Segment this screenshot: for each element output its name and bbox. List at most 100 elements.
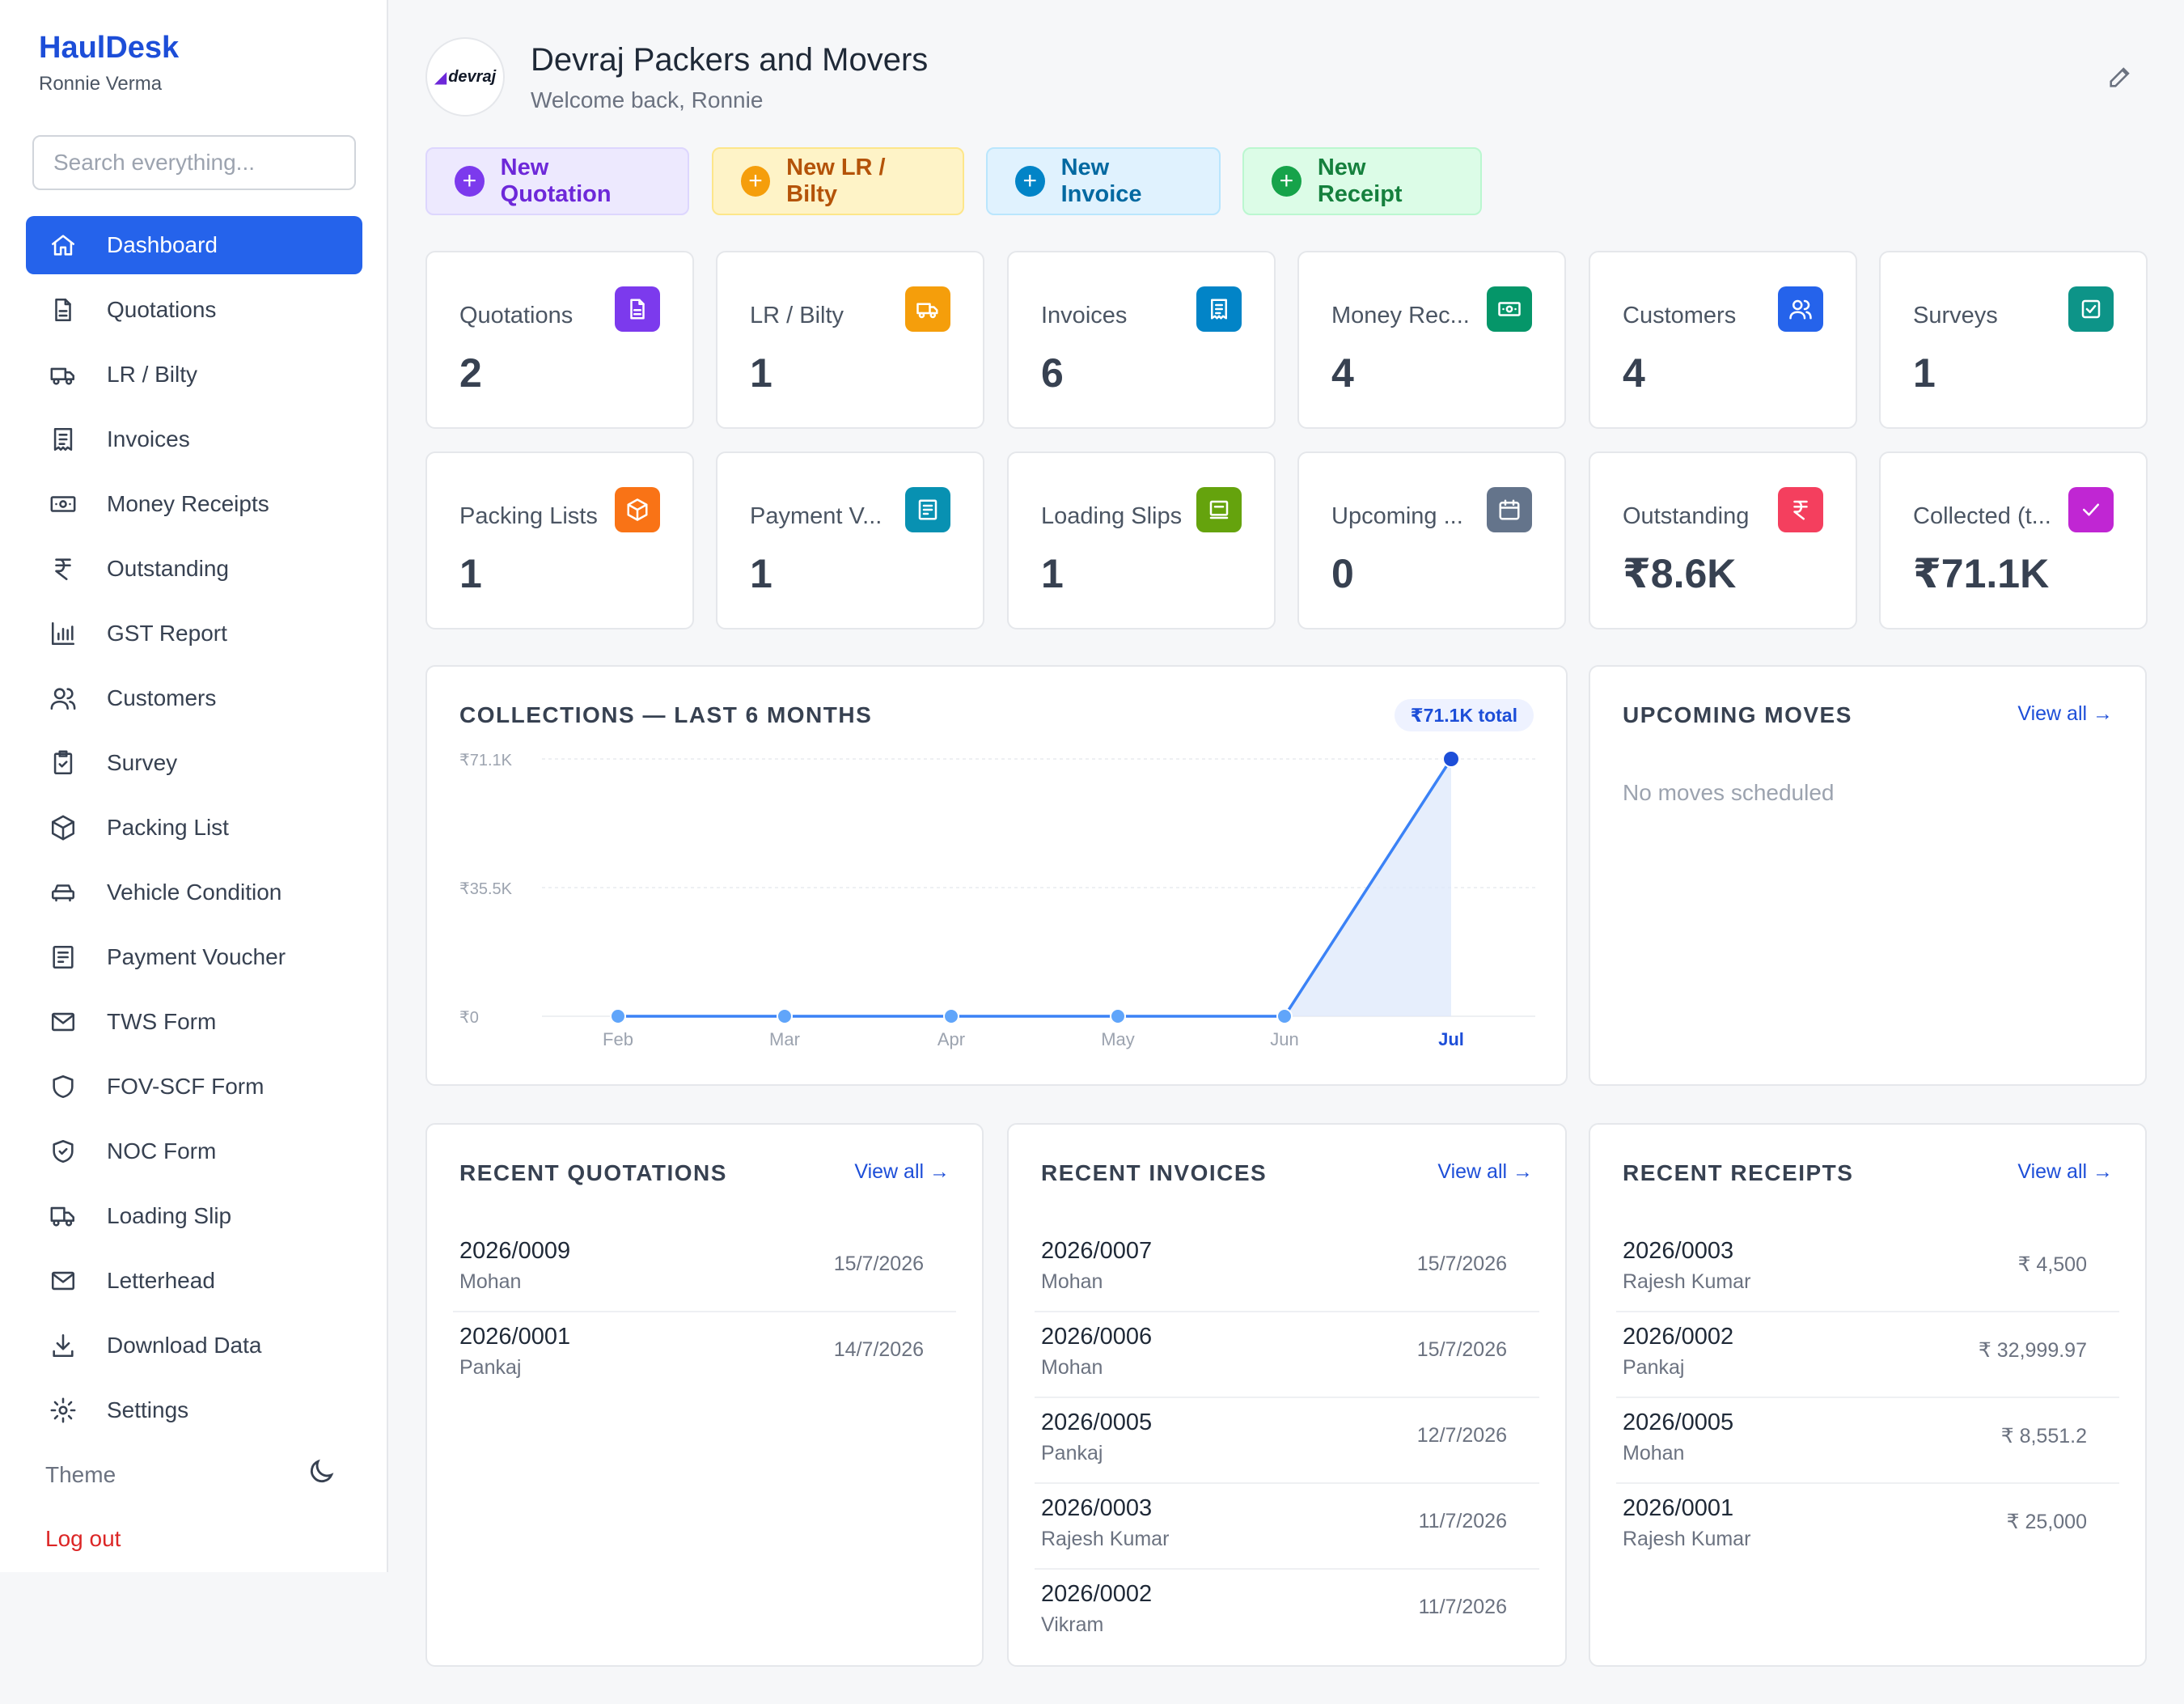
list-item[interactable]: 2026/0003 Rajesh Kumar 11/7/2026 [1035, 1484, 1539, 1570]
sidebar-item-customers[interactable]: Customers [26, 669, 362, 727]
series-area [618, 759, 1451, 1016]
bar-chart-icon [47, 617, 79, 650]
sidebar-item-letterhead[interactable]: Letterhead [26, 1252, 362, 1310]
list-item[interactable]: 2026/0006 Mohan 15/7/2026 [1035, 1312, 1539, 1398]
record-number: 2026/0001 [1623, 1495, 1734, 1521]
sidebar-item-download-data[interactable]: Download Data [26, 1316, 362, 1375]
receipts-view-all-link[interactable]: View all → [2017, 1160, 2113, 1183]
brand-user-name: Ronnie Verma [39, 73, 163, 95]
stat-label: LR / Bilty [750, 303, 844, 329]
stat-label: Outstanding [1623, 503, 1750, 529]
sidebar-item-invoices[interactable]: Invoices [26, 410, 362, 468]
sidebar-item-vehicle-condition[interactable]: Vehicle Condition [26, 863, 362, 922]
sidebar-item-packing-list[interactable]: Packing List [26, 799, 362, 857]
quotations-view-all-link[interactable]: View all → [854, 1160, 950, 1183]
new-quotation-label: New Quotation [500, 155, 612, 207]
list-item[interactable]: 2026/0007 Mohan 15/7/2026 [1035, 1227, 1539, 1312]
search-input[interactable] [32, 135, 356, 190]
stat-value: 0 [1331, 551, 1354, 596]
collections-total-badge: ₹71.1K total [1394, 699, 1534, 731]
list-item[interactable]: 2026/0005 Mohan ₹ 8,551.2 [1616, 1398, 2119, 1484]
check-icon [2068, 487, 2114, 532]
list-item[interactable]: 2026/0001 Pankaj 14/7/2026 [453, 1312, 956, 1398]
stat-label: Payment V... [750, 503, 882, 529]
sidebar-item-settings[interactable]: Settings [26, 1381, 362, 1439]
new-quotation-button[interactable]: + New Quotation [425, 147, 689, 215]
record-number: 2026/0005 [1623, 1409, 1734, 1435]
list-item[interactable]: 2026/0002 Pankaj ₹ 32,999.97 [1616, 1312, 2119, 1398]
stat-label: Surveys [1913, 303, 1998, 329]
sidebar-item-quotations[interactable]: Quotations [26, 281, 362, 339]
plus-icon: + [455, 166, 485, 197]
upcoming-moves-panel: UPCOMING MOVES View all → No moves sched… [1589, 665, 2147, 1086]
sidebar-item-label: Download Data [107, 1333, 262, 1358]
record-number: 2026/0003 [1623, 1238, 1734, 1264]
record-detail: 11/7/2026 [1418, 1510, 1507, 1532]
stat-card-surveys[interactable]: Surveys 1 [1879, 251, 2148, 429]
stat-card-payment-v[interactable]: Payment V... 1 [716, 451, 984, 629]
home-icon [47, 229, 79, 261]
sidebar-item-survey[interactable]: Survey [26, 734, 362, 792]
record-customer: Pankaj [1623, 1356, 1685, 1379]
list-item[interactable]: 2026/0005 Pankaj 12/7/2026 [1035, 1398, 1539, 1484]
stat-card-invoices[interactable]: Invoices 6 [1007, 251, 1276, 429]
plus-icon: + [1272, 166, 1302, 197]
sidebar-item-outstanding[interactable]: Outstanding [26, 540, 362, 598]
stat-value: 4 [1623, 350, 1645, 396]
new-invoice-button[interactable]: + New Invoice [986, 147, 1221, 215]
invoices-view-all-link[interactable]: View all → [1437, 1160, 1533, 1183]
users-icon [1778, 286, 1823, 332]
stat-card-collected-t[interactable]: Collected (t... ₹71.1K [1879, 451, 2148, 629]
check-square-icon [2068, 286, 2114, 332]
stat-card-outstanding[interactable]: Outstanding ₹8.6K [1589, 451, 1857, 629]
mail-icon [47, 1265, 79, 1297]
list-item[interactable]: 2026/0001 Rajesh Kumar ₹ 25,000 [1616, 1484, 2119, 1570]
record-number: 2026/0006 [1041, 1324, 1153, 1350]
new-receipt-button[interactable]: + New Receipt [1242, 147, 1482, 215]
download-icon [47, 1329, 79, 1362]
upcoming-view-all-link[interactable]: View all → [2017, 702, 2113, 725]
record-number: 2026/0002 [1041, 1581, 1153, 1607]
sidebar-item-loading-slip[interactable]: Loading Slip [26, 1187, 362, 1245]
sidebar-item-label: Letterhead [107, 1268, 215, 1293]
stat-card-customers[interactable]: Customers 4 [1589, 251, 1857, 429]
new-lr-button[interactable]: + New LR / Bilty [712, 147, 964, 215]
sidebar-item-tws-form[interactable]: TWS Form [26, 993, 362, 1051]
stat-card-quotations[interactable]: Quotations 2 [425, 251, 694, 429]
sidebar-item-dashboard[interactable]: Dashboard [26, 216, 362, 274]
file-icon [615, 286, 660, 332]
record-customer: Vikram [1041, 1613, 1104, 1636]
data-point [1110, 1008, 1126, 1024]
list-item[interactable]: 2026/0003 Rajesh Kumar ₹ 4,500 [1616, 1227, 2119, 1312]
list-item[interactable]: 2026/0009 Mohan 15/7/2026 [453, 1227, 956, 1312]
x-tick-label: Jun [1270, 1029, 1298, 1049]
sidebar-item-label: GST Report [107, 621, 227, 646]
logout-button[interactable]: Log out [45, 1526, 121, 1551]
sidebar-item-payment-voucher[interactable]: Payment Voucher [26, 928, 362, 986]
record-customer: Rajesh Kumar [1623, 1528, 1751, 1550]
stat-card-money-rec[interactable]: Money Rec... 4 [1297, 251, 1566, 429]
file-icon [47, 294, 79, 326]
stat-value: ₹8.6K [1623, 551, 1737, 596]
stat-card-packing-lists[interactable]: Packing Lists 1 [425, 451, 694, 629]
sidebar-item-lr-bilty[interactable]: LR / Bilty [26, 345, 362, 404]
truck-icon [47, 358, 79, 391]
record-detail: ₹ 25,000 [2006, 1511, 2087, 1533]
sidebar-item-noc-form[interactable]: NOC Form [26, 1122, 362, 1181]
sidebar-item-label: Outstanding [107, 556, 229, 581]
brand-name[interactable]: HaulDesk [39, 31, 180, 65]
sidebar-item-fov-scf-form[interactable]: FOV-SCF Form [26, 1058, 362, 1116]
sidebar-item-label: Survey [107, 750, 178, 775]
voucher-icon [905, 487, 950, 532]
stat-card-loading-slips[interactable]: Loading Slips 1 [1007, 451, 1276, 629]
moon-icon[interactable] [306, 1456, 336, 1493]
sidebar-item-money-receipts[interactable]: Money Receipts [26, 475, 362, 533]
list-item[interactable]: 2026/0002 Vikram 11/7/2026 [1035, 1570, 1539, 1655]
sidebar-item-gst-report[interactable]: GST Report [26, 604, 362, 663]
stat-label: Packing Lists [459, 503, 598, 529]
x-tick-label: Jul [1438, 1029, 1464, 1049]
stat-label: Quotations [459, 303, 574, 329]
stat-card-upcoming[interactable]: Upcoming ... 0 [1297, 451, 1566, 629]
edit-icon[interactable] [2106, 63, 2135, 92]
stat-card-lr-bilty[interactable]: LR / Bilty 1 [716, 251, 984, 429]
